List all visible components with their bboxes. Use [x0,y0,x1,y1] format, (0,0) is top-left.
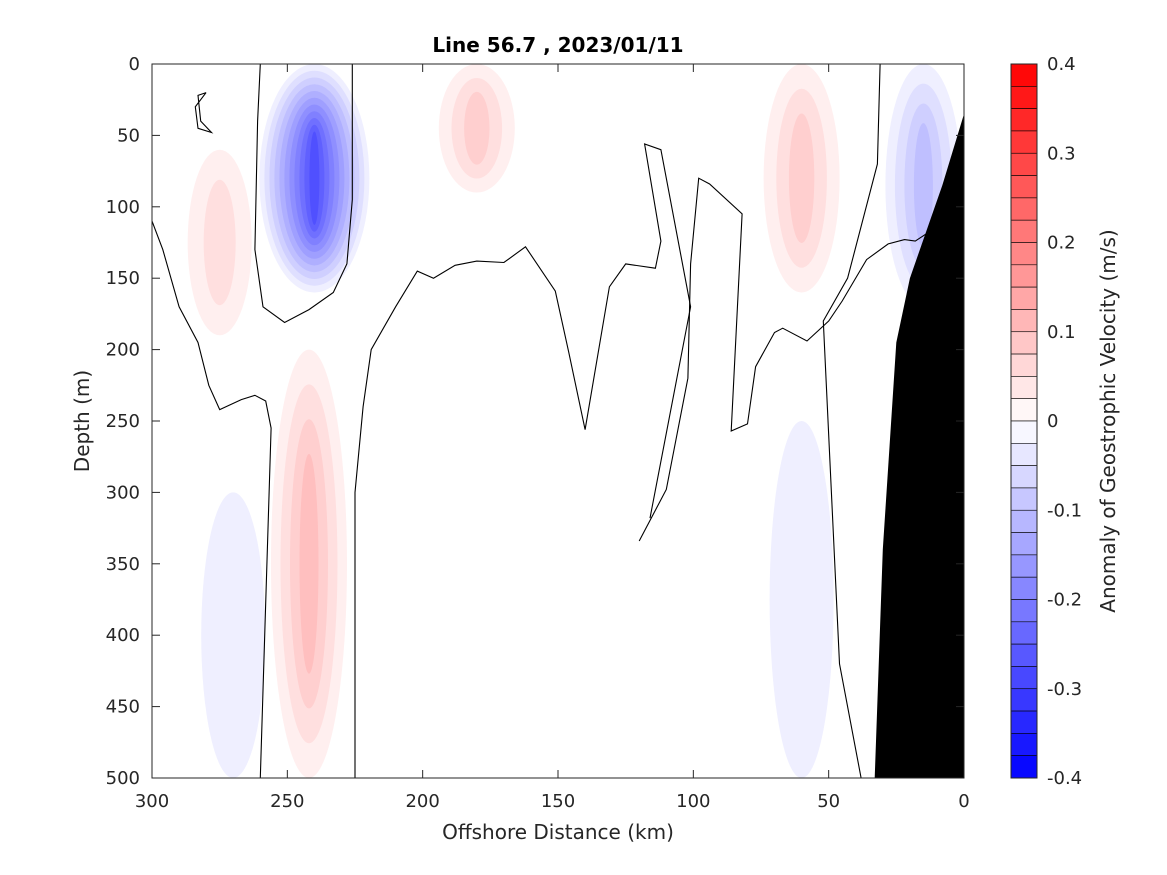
colorbar-swatch [1010,532,1038,556]
colorbar-tick-label: 0.1 [1047,322,1076,343]
colorbar-tick-label: -0.1 [1047,500,1082,521]
colorbar-label: Anomaly of Geostrophic Velocity (m/s) [1096,229,1120,612]
colorbar-swatch [1010,755,1038,779]
x-axis-label: Offshore Distance (km) [442,820,674,844]
velocity-feature [769,421,834,778]
y-tick-label: 350 [106,554,140,575]
colorbar-swatch [1010,376,1038,399]
colorbar-tick-label: -0.3 [1047,679,1082,700]
colorbar-tick-label: 0.4 [1047,54,1076,75]
colorbar-swatch [1010,733,1038,756]
plot-area [152,64,964,778]
y-tick-label: 0 [129,54,140,75]
velocity-level [464,91,490,165]
colorbar-swatch [1010,643,1038,667]
colorbar-swatch [1010,86,1038,109]
y-tick-label: 200 [106,340,140,361]
y-tick-label: 300 [106,482,140,503]
colorbar-frame [1010,63,1038,779]
colorbar-swatch [1010,710,1038,734]
colorbar-swatch [1010,420,1038,444]
velocity-level [201,492,266,778]
colorbar-swatch [1010,130,1038,154]
colorbar-swatch [1010,63,1038,87]
colorbar-ticks: 0.4 0.3 0.2 0.1 0 -0.1 -0.2 -0.3 -0.4 [1047,54,1082,789]
colorbar-swatch [1010,152,1038,176]
x-tick-label: 50 [817,791,840,812]
colorbar-swatch [1010,398,1038,422]
colorbar-tick-label: -0.4 [1047,768,1082,789]
velocity-feature [187,149,252,336]
colorbar-swatch [1010,443,1038,466]
y-tick-label: 450 [106,697,140,718]
colorbar-swatch [1010,264,1038,288]
zero-contours [152,64,964,778]
colorbar-tick-label: 0.2 [1047,233,1076,254]
colorbar-swatch [1010,353,1038,377]
y-tick-label: 100 [106,197,140,218]
zero-contour-line [822,64,964,778]
colorbar-swatch [1010,197,1038,221]
x-tick-label: 0 [958,791,969,812]
zero-contour-line [194,92,214,134]
y-tick-label: 500 [106,768,140,789]
colorbar-swatch [1010,175,1038,199]
velocity-feature [259,64,370,293]
chart-title: Line 56.7 , 2023/01/11 [432,33,683,57]
velocity-level [203,179,236,306]
velocity-level [299,454,319,674]
x-tick-label: 100 [676,791,710,812]
colorbar-swatch [1010,666,1038,690]
colorbar-swatch [1010,465,1038,489]
colorbar-swatch [1010,108,1038,132]
zero-contour-line [254,64,353,324]
colorbar [1010,63,1038,779]
velocity-level [913,123,933,248]
colorbar-swatch [1010,331,1038,355]
colorbar-swatch [1010,286,1038,310]
colorbar-swatch [1010,576,1038,600]
velocity-feature [438,64,515,193]
velocity-feature [270,349,347,778]
x-tick-label: 150 [541,791,575,812]
velocity-feature [763,64,840,293]
colorbar-swatch [1010,309,1038,333]
colorbar-swatch [1010,599,1038,623]
colorbar-tick-label: -0.2 [1047,590,1082,611]
colorbar-swatch [1010,487,1038,511]
velocity-level [769,421,834,778]
colorbar-swatch [1010,621,1038,645]
x-axis-ticks: 300 250 200 150 100 50 0 [135,64,970,812]
colorbar-swatch [1010,688,1038,712]
x-tick-label: 300 [135,791,169,812]
velocity-feature [201,492,266,778]
zero-contour-line [152,220,272,778]
x-tick-label: 250 [270,791,304,812]
y-tick-label: 400 [106,625,140,646]
velocity-level [309,131,320,225]
colorbar-tick-label: 0 [1047,411,1058,432]
x-tick-label: 200 [405,791,439,812]
zero-contour-line [354,143,692,778]
velocity-level [788,113,815,243]
colorbar-swatch [1010,509,1038,533]
bathymetry-shape [874,114,964,778]
y-tick-label: 250 [106,411,140,432]
colorbar-swatch [1010,219,1038,243]
zero-contour-line [638,177,964,542]
y-axis-ticks: 0 50 100 150 200 250 300 350 400 450 500 [106,54,964,789]
velocity-field [187,64,962,778]
y-tick-label: 150 [106,268,140,289]
y-axis-label: Depth (m) [70,370,94,472]
colorbar-tick-label: 0.3 [1047,143,1076,164]
colorbar-swatch [1010,554,1038,578]
y-tick-label: 50 [117,125,140,146]
colorbar-swatch [1010,242,1038,266]
